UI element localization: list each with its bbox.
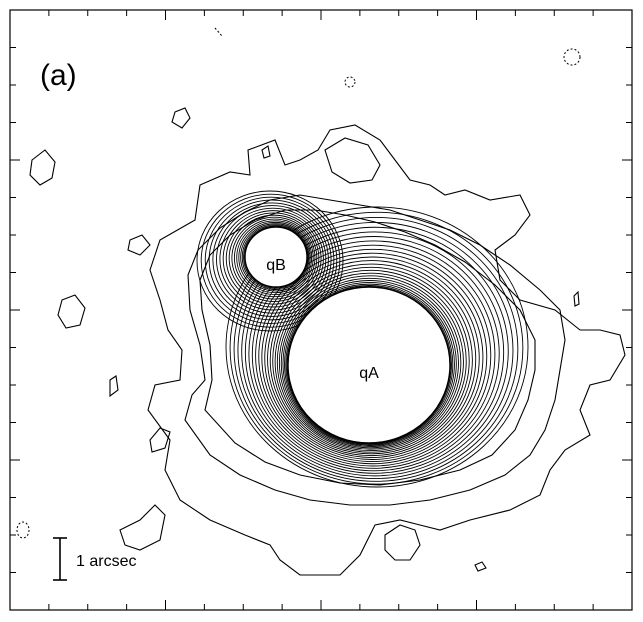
outer-contour-2 — [184, 194, 566, 506]
qB-contour-ring — [225, 212, 322, 305]
neg-contour-4 — [214, 27, 223, 37]
qA-contour-ring — [276, 272, 464, 452]
qA-contour-ring — [272, 266, 470, 455]
neg-contour-3 — [16, 521, 30, 539]
qB-contour-ring — [204, 196, 338, 324]
qB-core — [244, 226, 308, 288]
outer-contour-1 — [147, 124, 626, 576]
axis-ticks — [9, 9, 633, 611]
blob-3 — [57, 294, 86, 329]
blob-6 — [109, 375, 119, 398]
blob-8 — [384, 524, 421, 561]
qB-contour-ring — [236, 220, 314, 296]
qA-contour-ring — [255, 244, 492, 467]
qB-contour-ring — [243, 225, 309, 289]
qA-contour-ring — [274, 269, 467, 453]
qB-contour-rings — [196, 190, 344, 332]
panel-label: (a) — [40, 59, 77, 92]
blob-7 — [119, 504, 166, 551]
qA-contour-ring — [248, 236, 500, 472]
source-label-qA: qA — [359, 365, 379, 382]
qB-contour-ring — [231, 216, 318, 300]
outer-contour-3 — [199, 209, 536, 486]
qB-contour-ring — [212, 202, 332, 317]
qA-contour-ring — [225, 206, 529, 488]
qB-contour-ring — [238, 221, 313, 294]
qB-contour-ring — [200, 193, 341, 328]
blob-5 — [149, 427, 171, 453]
qB-contour-ring — [228, 214, 320, 302]
qB-contour-ring — [233, 218, 316, 298]
outer-contours — [29, 107, 626, 576]
qA-contour-ring — [229, 211, 524, 485]
qA-contour-ring — [237, 221, 514, 479]
blob-11 — [324, 137, 381, 184]
qA-contour-ring — [284, 281, 455, 446]
negative-contours — [16, 27, 581, 539]
qB-contour-ring — [240, 223, 311, 292]
qA-contour-ring — [278, 275, 462, 450]
blob-12 — [573, 290, 580, 307]
blob-4 — [127, 234, 151, 256]
qB-contour-ring — [222, 210, 324, 308]
qA-contour-ring — [244, 231, 505, 474]
qA-contour-ring — [267, 260, 477, 458]
qB-contour-ring — [219, 207, 327, 311]
neg-contour-1 — [563, 48, 581, 66]
qA-contour-ring — [258, 248, 488, 465]
qA-contour-ring — [261, 252, 484, 463]
qA-contour-rings — [225, 206, 529, 488]
blob-10 — [261, 145, 271, 159]
qA-core — [287, 286, 451, 444]
blob-9 — [474, 561, 487, 572]
qA-contour-ring — [286, 285, 452, 445]
qA-contour-ring — [280, 277, 459, 449]
scale-bar: 1 arcsec — [53, 537, 136, 581]
qA-contour-ring — [282, 280, 457, 448]
neg-contour-2 — [344, 76, 356, 88]
qB-contour-ring — [216, 205, 329, 314]
qA-contour-ring — [285, 283, 454, 446]
scale-bar-label: 1 arcsec — [76, 553, 136, 570]
blob-2 — [171, 107, 191, 129]
blob-1 — [29, 149, 56, 186]
qA-contour-ring — [269, 263, 473, 457]
source-label-qB: qB — [266, 257, 286, 274]
qB-contour-ring — [208, 199, 335, 321]
qA-contour-ring — [251, 240, 496, 469]
qA-contour-ring — [233, 216, 519, 482]
qA-contour-ring — [264, 256, 480, 460]
qB-contour-ring — [196, 190, 344, 332]
qB-contour-ring — [241, 224, 310, 290]
qA-contour-ring — [241, 226, 509, 477]
